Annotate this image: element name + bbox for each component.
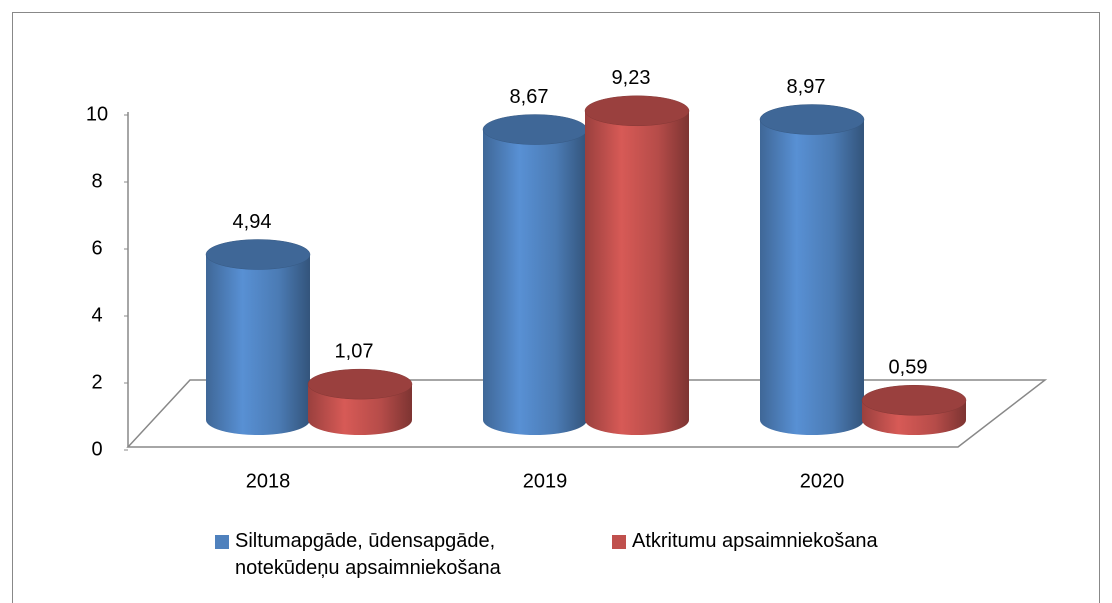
cylinder-top xyxy=(307,368,413,400)
chart-frame xyxy=(12,12,1100,603)
data-label: 8,97 xyxy=(787,76,826,98)
legend-swatch xyxy=(215,535,229,549)
cylinder-top xyxy=(584,95,690,127)
y-tick-label: 0 xyxy=(91,438,102,460)
data-label: 4,94 xyxy=(233,211,272,233)
y-tick-label: 8 xyxy=(91,170,102,192)
legend-item: Siltumapgāde, ūdensapgāde, notekūdeņu ap… xyxy=(215,528,535,582)
cylinder-top xyxy=(759,104,865,135)
data-label: 1,07 xyxy=(335,340,374,362)
x-tick-label: 2020 xyxy=(800,470,845,492)
data-label: 8,67 xyxy=(510,86,549,108)
cylinder-top xyxy=(861,384,967,416)
y-tick-label: 2 xyxy=(91,371,102,393)
y-tick-label: 10 xyxy=(86,103,108,125)
floor xyxy=(126,379,1048,448)
legend-swatch xyxy=(612,535,626,549)
cylinder xyxy=(206,254,310,435)
legend-label: Siltumapgāde, ūdensapgāde, notekūdeņu ap… xyxy=(235,530,501,579)
y-tick-label: 6 xyxy=(91,237,102,259)
cylinder-top xyxy=(482,114,588,145)
cylinder xyxy=(585,110,689,436)
data-label: 0,59 xyxy=(889,357,928,379)
data-label: 9,23 xyxy=(612,67,651,89)
x-tick-label: 2018 xyxy=(246,470,291,492)
x-tick-label: 2019 xyxy=(523,470,568,492)
legend-label: Atkritumu apsaimniekošana xyxy=(632,530,878,552)
cylinder xyxy=(483,129,587,435)
legend-item: Atkritumu apsaimniekošana xyxy=(612,528,972,555)
cylinder-top xyxy=(205,239,311,270)
cylinder xyxy=(760,119,864,435)
y-tick-label: 4 xyxy=(91,304,102,326)
